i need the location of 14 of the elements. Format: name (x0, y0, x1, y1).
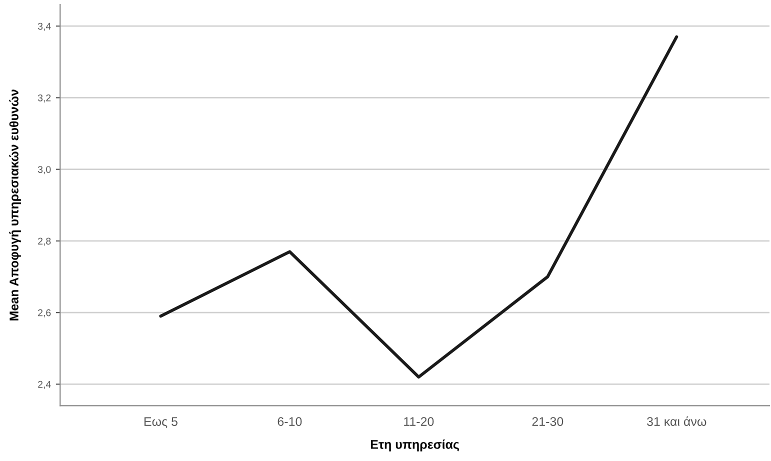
x-tick-label: 11-20 (404, 417, 434, 426)
x-tick-label: 31 και άνω (646, 416, 706, 426)
x-tick-label: 6-10 (278, 417, 302, 426)
y-tick-label: 3,0 (38, 166, 51, 174)
x-axis-title: Ετη υπηρεσίας (370, 440, 459, 452)
y-tick-label: 3,2 (38, 94, 51, 102)
line-series (159, 35, 678, 379)
x-tick-label: Εως 5 (144, 417, 178, 428)
x-tick-label: 21-30 (532, 417, 564, 426)
y-tick-label: 2,8 (38, 238, 51, 246)
y-axis-title: Mean Αποφυγή υπηρεσιακών ευθυνών (9, 90, 21, 320)
y-tick-label: 2,4 (38, 380, 51, 389)
y-tick-label: 2,6 (38, 309, 51, 318)
y-tick-label: 3,4 (38, 22, 51, 31)
